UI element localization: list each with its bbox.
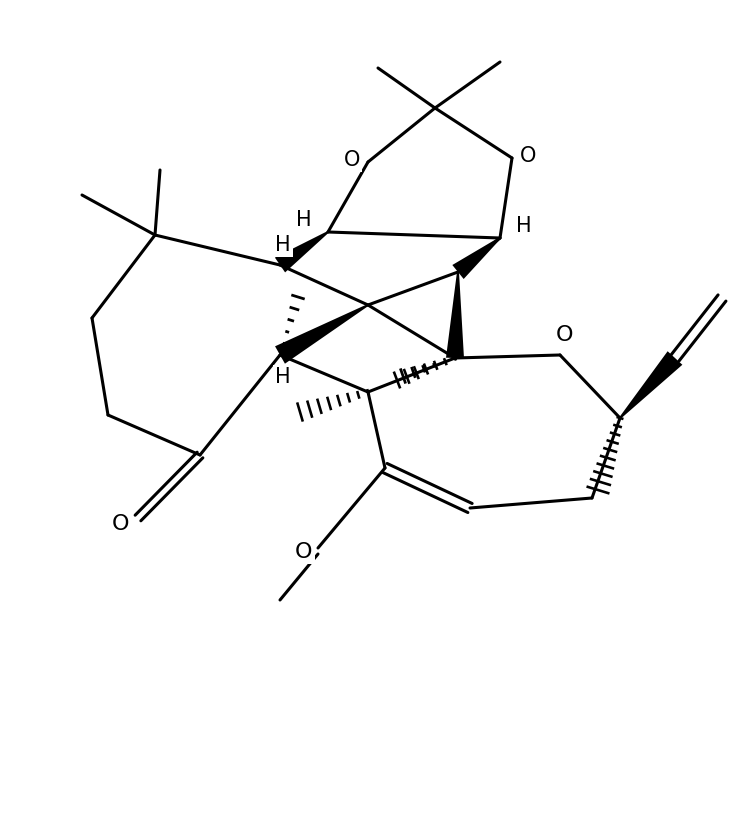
Text: H: H: [296, 210, 312, 230]
Polygon shape: [275, 304, 368, 364]
Text: H: H: [275, 367, 291, 387]
Text: O: O: [296, 542, 313, 562]
Text: O: O: [556, 325, 574, 345]
Polygon shape: [275, 231, 328, 272]
Polygon shape: [620, 351, 682, 418]
Text: O: O: [520, 146, 536, 166]
Text: O: O: [344, 150, 360, 170]
Text: O: O: [111, 514, 129, 534]
Text: H: H: [275, 235, 291, 255]
Polygon shape: [446, 272, 464, 359]
Text: H: H: [516, 216, 532, 236]
Polygon shape: [452, 237, 501, 279]
